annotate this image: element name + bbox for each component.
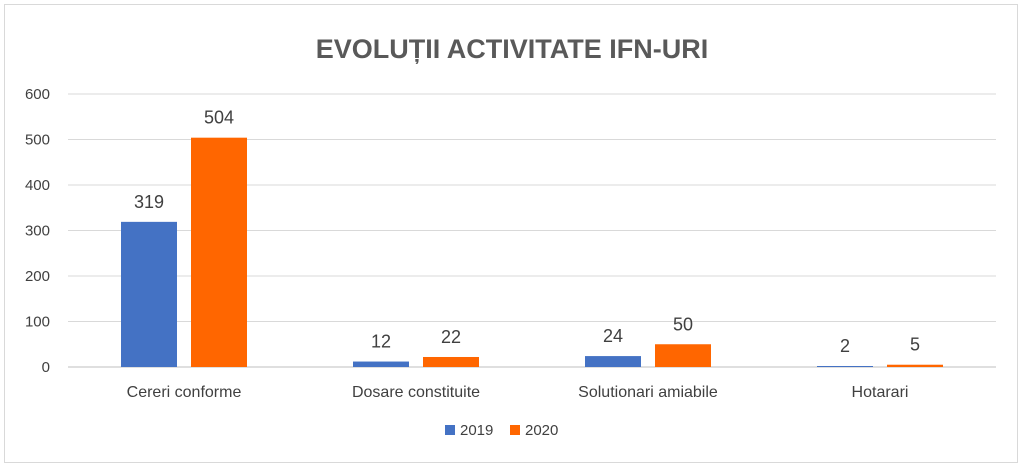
bar-2019 [817,366,873,367]
bars [121,137,943,367]
legend-swatch-2019 [445,425,455,435]
bar-2019 [585,356,641,367]
data-label: 12 [371,332,391,352]
y-tick-label: 600 [25,86,50,103]
data-labels: 319 504 12 22 24 50 2 5 [134,108,920,356]
data-label: 319 [134,192,164,212]
y-tick-label: 400 [25,177,50,194]
x-axis-categories: Cereri conforme Dosare constituite Solutio… [127,384,909,401]
data-label: 24 [603,326,623,346]
y-tick-label: 300 [25,223,50,240]
y-tick-label: 100 [25,314,50,331]
bar-2020 [191,137,247,367]
bar-2020 [655,344,711,367]
chart-title: EVOLUȚII ACTIVITATE IFN-URI [316,34,708,64]
x-category-label: Hotarari [852,384,909,401]
legend-swatch-2020 [510,425,520,435]
legend: 2019 2020 [445,422,558,439]
bar-2019 [353,361,409,367]
y-tick-label: 0 [42,359,50,376]
x-category-label: Dosare constituite [352,384,480,401]
legend-label: 2019 [460,422,493,439]
y-tick-label: 500 [25,132,50,149]
bar-2019 [121,221,177,367]
data-label: 2 [840,336,850,356]
data-label: 50 [673,314,693,334]
bar-2020 [423,356,479,367]
bar-2020 [887,364,943,367]
legend-label: 2020 [525,422,558,439]
y-tick-label: 200 [25,268,50,285]
data-label: 504 [204,108,234,128]
x-category-label: Solutionari amiabile [578,384,718,401]
x-category-label: Cereri conforme [127,384,242,401]
data-label: 22 [441,327,461,347]
data-label: 5 [910,335,920,355]
y-axis-ticks: 0 100 200 300 400 500 600 [25,86,50,376]
